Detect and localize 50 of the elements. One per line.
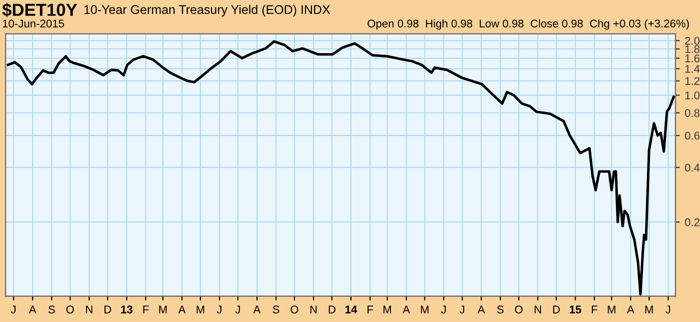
x-tick-label: M bbox=[384, 306, 391, 314]
x-tick-label: A bbox=[402, 306, 410, 314]
x-tick-label: 13 bbox=[121, 306, 132, 314]
x-tick-label: A bbox=[478, 306, 485, 314]
x-tick-label: M bbox=[159, 306, 167, 314]
x-tick-label: J bbox=[460, 306, 464, 314]
y-tick-label: 1.4 bbox=[685, 65, 700, 73]
x-tick-label: O bbox=[66, 306, 74, 314]
x-tick-label: J bbox=[10, 306, 16, 314]
x-tick-label: F bbox=[592, 306, 598, 314]
x-tick-label: D bbox=[104, 306, 112, 314]
x-tick-label: A bbox=[28, 306, 36, 314]
x-tick-label: J bbox=[666, 306, 670, 314]
x-tick-label: S bbox=[272, 306, 280, 314]
x-tick-label: J bbox=[216, 306, 222, 314]
x-tick-label: F bbox=[143, 306, 149, 314]
x-tick-label: O bbox=[514, 306, 523, 314]
x-tick-label: 15 bbox=[570, 306, 582, 314]
x-tick-label: N bbox=[534, 306, 541, 314]
x-tick-label: A bbox=[253, 306, 261, 314]
y-tick-label: 0.8 bbox=[684, 109, 700, 117]
x-tick-label: D bbox=[328, 306, 336, 314]
x-tick-label: A bbox=[626, 306, 634, 314]
y-tick-label: 0.6 bbox=[684, 132, 700, 140]
x-tick-label: O bbox=[290, 306, 298, 314]
y-tick-label: 2.0 bbox=[685, 36, 700, 45]
y-tick-label: 0.2 bbox=[684, 218, 700, 226]
x-tick-label: S bbox=[497, 306, 504, 314]
text: 10-Jun-2015 bbox=[2, 20, 64, 28]
text: Open 0.98 High 0.98 Low 0.98 Close 0.98 Chg +0.03 (+3.26%) bbox=[368, 19, 689, 30]
x-tick-label: J bbox=[235, 306, 240, 314]
chart-subtitle: 10-Year German Treasury Yield (EOD) INDX bbox=[84, 4, 330, 16]
x-tick-label: M bbox=[421, 306, 428, 314]
x-tick-label: N bbox=[310, 306, 317, 314]
x-tick-label: N bbox=[86, 306, 92, 314]
y-tick-label: 1.8 bbox=[685, 45, 700, 54]
x-tick-label: M bbox=[196, 306, 204, 314]
chart-title: $DET10Y bbox=[2, 2, 78, 18]
x-tick-label: 14 bbox=[346, 306, 358, 314]
x-tick-label: A bbox=[178, 306, 186, 314]
x-tick-label: M bbox=[608, 306, 616, 314]
x-tick-label: M bbox=[645, 306, 653, 314]
x-tick-label: F bbox=[368, 306, 373, 314]
y-tick-label: 0.4 bbox=[684, 164, 700, 172]
x-tick-label: J bbox=[441, 306, 446, 314]
x-tick-label: D bbox=[553, 306, 560, 314]
x-tick-label: S bbox=[48, 306, 55, 314]
y-tick-label: 1.6 bbox=[685, 54, 700, 62]
y-tick-label: 1.2 bbox=[685, 77, 700, 85]
y-tick-label: 1.0 bbox=[685, 91, 700, 100]
